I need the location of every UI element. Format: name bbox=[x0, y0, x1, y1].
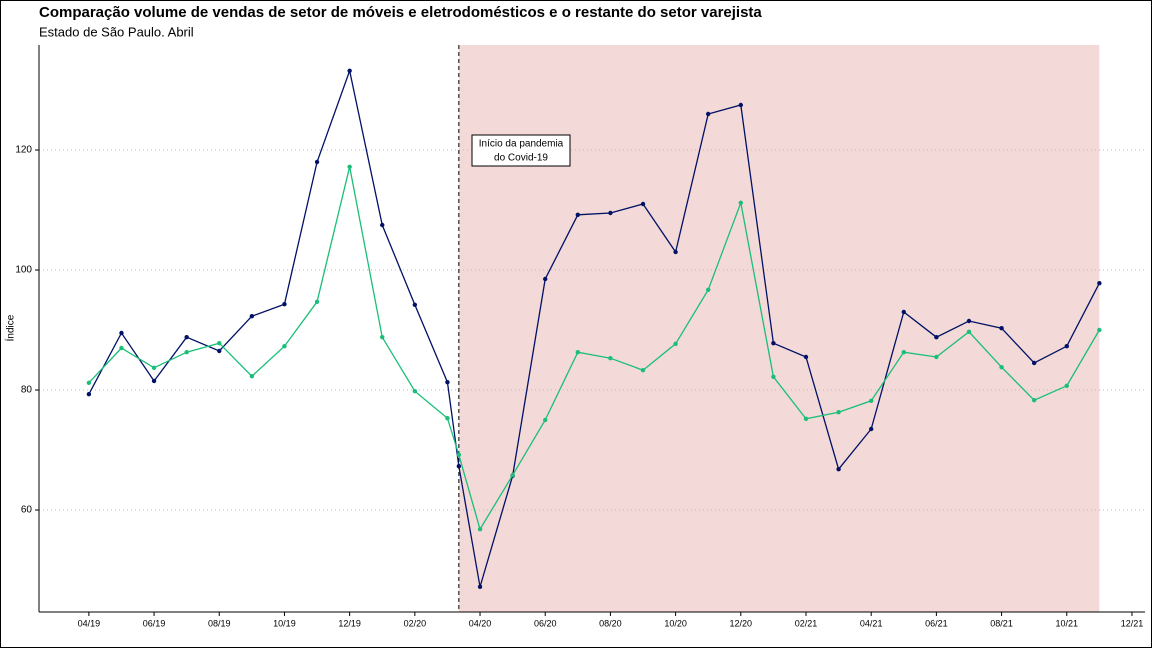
data-point bbox=[1097, 327, 1102, 333]
data-point bbox=[575, 212, 581, 217]
data-point bbox=[249, 374, 255, 379]
data-point bbox=[347, 164, 352, 169]
data-point bbox=[966, 318, 972, 324]
data-point bbox=[456, 464, 462, 469]
data-point bbox=[738, 102, 744, 108]
x-tick-label: 02/20 bbox=[404, 618, 427, 628]
data-point bbox=[575, 350, 581, 355]
annotation: do Covid-19 bbox=[494, 153, 548, 164]
data-point bbox=[445, 416, 450, 421]
x-tick-label: 08/19 bbox=[208, 618, 231, 628]
data-point bbox=[640, 201, 646, 207]
data-point bbox=[836, 467, 841, 472]
data-point bbox=[445, 380, 450, 385]
data-point bbox=[608, 210, 613, 216]
data-point bbox=[803, 416, 809, 421]
data-point bbox=[380, 335, 385, 340]
data-point bbox=[934, 335, 939, 340]
data-point bbox=[347, 68, 352, 74]
y-tick-label: 100 bbox=[15, 265, 32, 276]
x-tick-label: 08/21 bbox=[990, 618, 1013, 628]
x-tick-label: 12/19 bbox=[338, 618, 361, 628]
data-point bbox=[803, 354, 809, 360]
data-point bbox=[282, 344, 287, 349]
x-tick-label: 12/21 bbox=[1121, 618, 1144, 628]
data-point bbox=[412, 302, 418, 307]
x-tick-label: 02/21 bbox=[795, 618, 818, 628]
x-tick-label: 10/20 bbox=[664, 618, 687, 628]
y-tick-label: 120 bbox=[15, 145, 32, 156]
data-point bbox=[249, 314, 255, 319]
data-point bbox=[1031, 398, 1037, 403]
data-point bbox=[119, 330, 124, 336]
data-point bbox=[836, 410, 841, 415]
data-point bbox=[412, 389, 418, 394]
data-point bbox=[314, 299, 320, 304]
data-point bbox=[901, 309, 906, 315]
x-tick-label: 10/19 bbox=[273, 618, 296, 628]
data-point bbox=[771, 374, 776, 379]
data-point bbox=[640, 368, 646, 373]
y-tick-label: 80 bbox=[21, 385, 33, 396]
data-point bbox=[217, 341, 222, 346]
data-point bbox=[673, 249, 678, 255]
data-point bbox=[477, 527, 483, 532]
data-point bbox=[901, 350, 906, 355]
data-point bbox=[184, 335, 189, 340]
data-point bbox=[217, 348, 222, 354]
data-point bbox=[1064, 344, 1069, 349]
data-point bbox=[86, 392, 92, 397]
annotation-box bbox=[471, 134, 571, 167]
data-point bbox=[673, 341, 678, 346]
data-point bbox=[868, 426, 874, 432]
x-tick-label: 12/20 bbox=[730, 618, 753, 628]
data-point bbox=[477, 584, 483, 589]
data-point bbox=[706, 111, 711, 117]
data-point bbox=[151, 378, 157, 384]
data-point bbox=[999, 365, 1004, 370]
x-tick-label: 04/20 bbox=[469, 618, 492, 628]
data-point bbox=[119, 345, 124, 351]
data-point bbox=[934, 354, 939, 360]
x-tick-label: 06/19 bbox=[143, 618, 166, 628]
data-point bbox=[456, 452, 462, 457]
data-point bbox=[510, 473, 515, 478]
data-point bbox=[738, 200, 744, 205]
annotation: Início da pandemia bbox=[479, 139, 564, 150]
x-tick-label: 08/20 bbox=[599, 618, 622, 628]
y-tick-label: 60 bbox=[21, 505, 33, 516]
x-tick-label: 04/19 bbox=[78, 618, 101, 628]
x-tick-label: 04/21 bbox=[860, 618, 883, 628]
data-point bbox=[543, 276, 548, 282]
x-tick-label: 10/21 bbox=[1056, 618, 1079, 628]
data-point bbox=[184, 350, 189, 355]
data-point bbox=[543, 417, 548, 423]
data-point bbox=[1097, 281, 1102, 286]
data-point bbox=[1064, 383, 1069, 388]
data-point bbox=[282, 302, 287, 307]
data-point bbox=[1031, 360, 1037, 366]
data-point bbox=[314, 159, 320, 165]
data-point bbox=[608, 356, 613, 361]
chart-subtitle: Estado de São Paulo. Abril bbox=[39, 24, 194, 39]
y-axis-label: Índice bbox=[4, 314, 17, 341]
data-point bbox=[706, 287, 711, 292]
data-point bbox=[151, 365, 157, 370]
data-point bbox=[771, 341, 776, 346]
chart-title: Comparação volume de vendas de setor de … bbox=[39, 4, 762, 21]
x-tick-label: 06/20 bbox=[534, 618, 557, 628]
data-point bbox=[380, 222, 385, 228]
data-point bbox=[86, 380, 92, 385]
data-point bbox=[966, 329, 972, 334]
data-point bbox=[999, 326, 1004, 331]
data-point bbox=[868, 398, 874, 403]
x-tick-label: 06/21 bbox=[925, 618, 948, 628]
